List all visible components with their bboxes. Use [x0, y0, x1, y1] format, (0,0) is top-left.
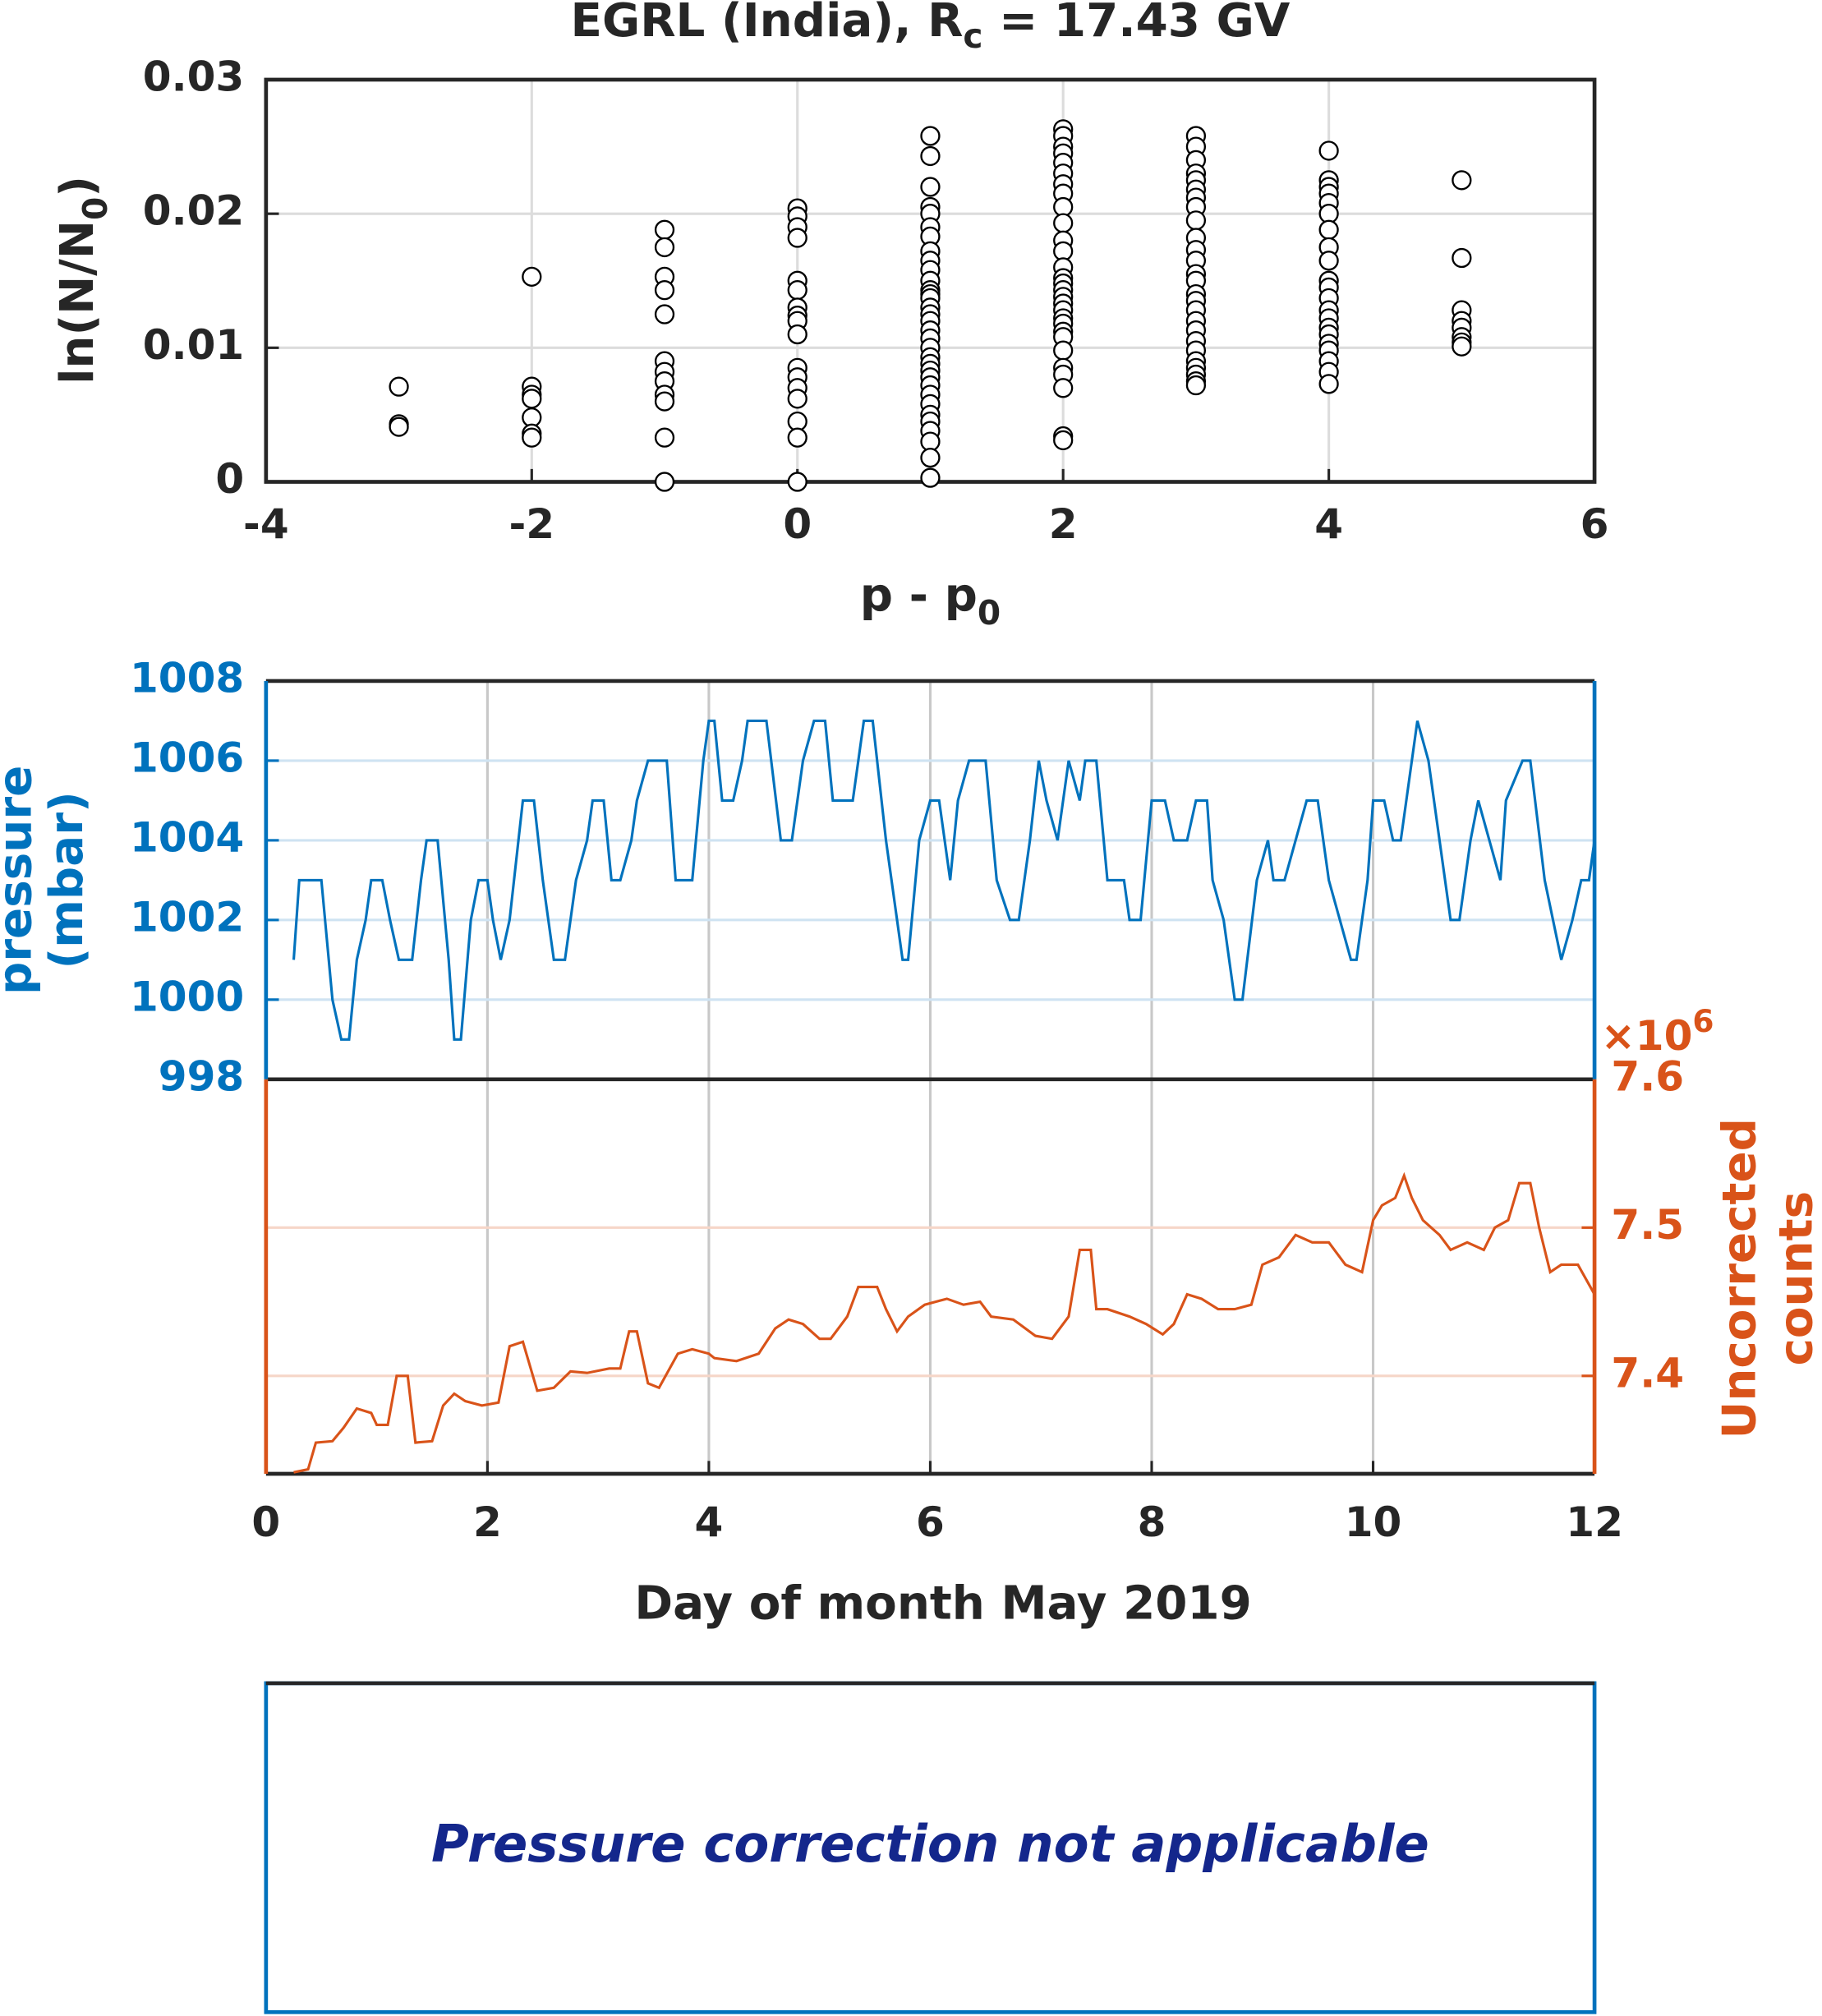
point [654, 237, 675, 258]
x-tick-label: 6 [1580, 500, 1609, 548]
point [920, 126, 941, 146]
multiplier-exp: 6 [1692, 1002, 1714, 1038]
y-tick-label: 1000 [130, 973, 244, 1020]
series-line [292, 719, 1596, 1041]
y-tick-label: 998 [159, 1052, 244, 1100]
point [1452, 170, 1472, 191]
point [1318, 219, 1339, 240]
y-tick-label: 0.01 [143, 321, 244, 369]
point [1053, 378, 1074, 398]
point [654, 472, 675, 492]
x-label: Day of month May 2019 [634, 1577, 1251, 1631]
y-label: pressure [0, 766, 43, 995]
title-part: = 17.43 GV [983, 0, 1291, 48]
y2-tick-label: 7.4 [1611, 1349, 1684, 1397]
point [1318, 251, 1339, 271]
point [787, 472, 807, 492]
x-tick-label: 0 [251, 1498, 280, 1546]
y2-label: Uncorrected [1714, 1118, 1767, 1438]
y2-multiplier: ×106 [1601, 1002, 1714, 1059]
y-tick-label: 1008 [130, 654, 244, 702]
y-label: ln(N/N0) [51, 176, 115, 384]
point [787, 280, 807, 301]
point [1053, 340, 1074, 361]
y-label-sub: 0 [76, 197, 115, 220]
x-tick-label: -4 [243, 500, 289, 548]
y-tick-label: 1004 [130, 813, 244, 861]
x-label-part: p - p [860, 568, 978, 622]
y-tick-label: 0 [215, 455, 244, 503]
point [654, 391, 675, 412]
point [787, 324, 807, 345]
y-tick-label: 0.02 [143, 187, 244, 235]
point [787, 389, 807, 409]
point [1185, 210, 1207, 231]
y-tick-label: 1006 [130, 734, 244, 781]
series-line [293, 1171, 1596, 1474]
point [920, 467, 941, 488]
point [920, 177, 941, 197]
x-tick-label: 0 [783, 500, 812, 548]
x-tick-label: 4 [695, 1498, 724, 1546]
y-tick-label: 0.03 [143, 53, 244, 100]
x-tick-label: 2 [473, 1498, 502, 1546]
title-part: EGRL (India), R [571, 0, 964, 48]
chart-title: EGRL (India), Rc = 17.43 GV [571, 0, 1291, 56]
y2-label: counts [1769, 1191, 1822, 1366]
y-label: (mbar) [40, 791, 94, 969]
point [654, 280, 675, 301]
x-tick-label: 8 [1138, 1498, 1166, 1546]
x-label-sub: 0 [978, 593, 1001, 633]
point [920, 145, 941, 167]
x-tick-label: 6 [916, 1498, 945, 1546]
point [654, 427, 675, 448]
point [654, 219, 675, 240]
point [1452, 247, 1472, 269]
point [1185, 375, 1207, 396]
point [1318, 374, 1339, 394]
point [787, 228, 807, 248]
x-label: p - p0 [860, 568, 1001, 633]
x-tick-label: 2 [1049, 500, 1078, 548]
point [1053, 430, 1074, 451]
point [522, 389, 542, 409]
point [522, 266, 542, 287]
point [522, 427, 542, 448]
x-tick-label: -2 [509, 500, 555, 548]
y2-tick-label: 7.6 [1611, 1052, 1684, 1100]
x-tick-label: 4 [1314, 500, 1343, 548]
point [654, 304, 675, 324]
point [1053, 213, 1074, 233]
y-label-part: ln(N/N [51, 220, 104, 384]
y-tick-label: 1002 [130, 893, 244, 941]
point [1318, 140, 1339, 161]
point [920, 448, 941, 468]
y2-tick-label: 7.5 [1611, 1201, 1684, 1249]
point [389, 417, 409, 437]
x-tick-label: 10 [1345, 1498, 1402, 1546]
point [1452, 336, 1472, 357]
point [389, 376, 409, 397]
point [787, 427, 807, 448]
title-sub: c [963, 16, 982, 56]
y-label-part: ) [51, 176, 104, 197]
multiplier-base: ×10 [1601, 1011, 1693, 1059]
message: Pressure correction not applicable [431, 1814, 1429, 1874]
x-tick-label: 12 [1566, 1498, 1623, 1546]
